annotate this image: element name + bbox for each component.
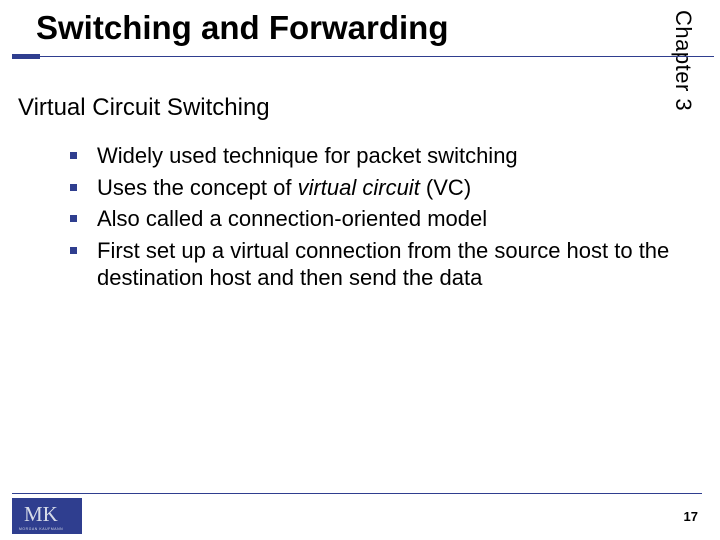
bullet-square-icon bbox=[70, 152, 77, 159]
bullet-item: First set up a virtual connection from t… bbox=[70, 237, 680, 292]
logo-mk: MK bbox=[24, 502, 58, 526]
chapter-side-label-text: Chapter 3 bbox=[670, 6, 704, 111]
page-number: 17 bbox=[684, 509, 698, 524]
bullet-item: Widely used technique for packet switchi… bbox=[70, 142, 680, 170]
footer-rule bbox=[12, 493, 702, 494]
bullet-text: Widely used technique for packet switchi… bbox=[97, 142, 518, 170]
bullet-square-icon bbox=[70, 215, 77, 222]
bullet-item: Uses the concept of virtual circuit (VC) bbox=[70, 174, 680, 202]
bullet-square-icon bbox=[70, 247, 77, 254]
bullet-text: Also called a connection-oriented model bbox=[97, 205, 487, 233]
bullet-list: Widely used technique for packet switchi… bbox=[70, 142, 680, 296]
bullet-square-icon bbox=[70, 184, 77, 191]
slide-title: Switching and Forwarding bbox=[36, 8, 660, 48]
publisher-logo: MK MORGAN KAUFMANN bbox=[12, 498, 82, 534]
bullet-text: Uses the concept of virtual circuit (VC) bbox=[97, 174, 471, 202]
logo-subtext: MORGAN KAUFMANN bbox=[19, 527, 63, 531]
title-underline-thin bbox=[40, 56, 714, 57]
title-area: Switching and Forwarding bbox=[36, 8, 660, 48]
title-underline-thick bbox=[12, 54, 40, 59]
slide: Chapter 3 Switching and Forwarding Virtu… bbox=[0, 0, 720, 540]
bullet-item: Also called a connection-oriented model bbox=[70, 205, 680, 233]
bullet-text: First set up a virtual connection from t… bbox=[97, 237, 680, 292]
slide-subtitle: Virtual Circuit Switching bbox=[18, 94, 270, 122]
